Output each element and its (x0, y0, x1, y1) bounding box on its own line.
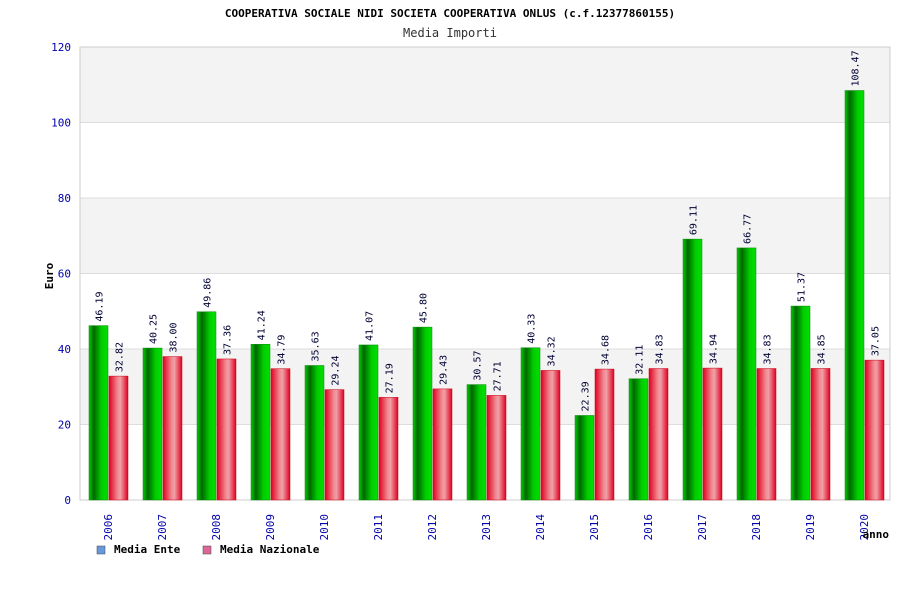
bar-media-ente (574, 415, 595, 501)
data-label: 45.80 (419, 293, 430, 323)
data-label: 30.57 (473, 350, 484, 380)
data-label: 35.63 (311, 331, 322, 361)
bar-media-nazionale (432, 388, 453, 501)
bar-media-ente (250, 344, 271, 501)
data-label: 27.71 (493, 361, 504, 391)
data-label: 38.00 (169, 322, 180, 352)
bar-media-ente (466, 384, 487, 501)
bar-media-nazionale (270, 368, 291, 501)
bar-media-ente (142, 347, 163, 501)
bar-media-nazionale (378, 397, 399, 501)
grid-band (80, 122, 890, 198)
x-tick-label: 2007 (156, 514, 169, 541)
data-label: 29.24 (331, 356, 342, 386)
bar-media-ente (844, 90, 865, 501)
bar-media-ente (412, 326, 433, 501)
x-tick-label: 2018 (750, 514, 763, 541)
bar-media-nazionale (162, 356, 183, 501)
x-tick-label: 2006 (102, 514, 115, 541)
bar-media-ente (736, 247, 757, 501)
legend-label-media-nazionale: Media Nazionale (220, 543, 320, 556)
data-label: 34.83 (655, 334, 666, 364)
data-label: 34.85 (817, 334, 828, 364)
bar-media-ente (88, 325, 109, 501)
data-label: 40.33 (527, 314, 538, 344)
bar-media-ente (304, 365, 325, 501)
x-tick-label: 2012 (426, 514, 439, 541)
x-axis-label: anno (863, 528, 890, 541)
data-label: 37.36 (223, 325, 234, 355)
x-tick-label: 2010 (318, 514, 331, 541)
bar-media-nazionale (108, 375, 129, 501)
y-tick-label: 20 (58, 419, 71, 432)
x-tick-label: 2013 (480, 514, 493, 541)
data-label: 27.19 (385, 363, 396, 393)
chart-subtitle: Media Importi (403, 26, 497, 40)
y-tick-label: 60 (58, 268, 71, 281)
y-axis: 0 20 40 60 80 100 120 (51, 41, 71, 507)
grid-band (80, 47, 890, 123)
x-tick-label: 2014 (534, 514, 547, 541)
data-label: 66.77 (743, 214, 754, 244)
bar-media-nazionale (540, 370, 561, 501)
y-tick-label: 120 (51, 41, 71, 54)
bar-media-nazionale (810, 368, 831, 501)
data-label: 37.05 (871, 326, 882, 356)
x-tick-label: 2015 (588, 514, 601, 541)
data-label: 34.32 (547, 336, 558, 366)
y-axis-label: Euro (43, 262, 56, 289)
bar-media-nazionale (486, 395, 507, 501)
data-label: 49.86 (203, 278, 214, 308)
bar-media-nazionale (648, 368, 669, 501)
legend: Media Ente Media Nazionale (96, 543, 320, 556)
bar-media-ente (520, 347, 541, 501)
data-label: 41.24 (257, 310, 268, 340)
data-label: 29.43 (439, 355, 450, 385)
bar-media-ente (682, 238, 703, 501)
x-tick-label: 2019 (804, 514, 817, 541)
data-label: 51.37 (797, 272, 808, 302)
data-label: 32.82 (115, 342, 126, 372)
data-label: 41.07 (365, 311, 376, 341)
bar-media-nazionale (756, 368, 777, 501)
bar-media-ente (628, 378, 649, 501)
bar-media-ente (196, 311, 217, 501)
data-label: 34.79 (277, 335, 288, 365)
data-label: 32.11 (635, 345, 646, 375)
bar-media-nazionale (324, 389, 345, 501)
grid-band (80, 198, 890, 274)
data-label: 34.94 (709, 334, 720, 364)
x-tick-label: 2009 (264, 514, 277, 541)
bar-media-nazionale (216, 358, 237, 501)
data-label: 40.25 (149, 314, 160, 344)
bar-media-nazionale (594, 368, 615, 501)
bar-media-ente (790, 305, 811, 501)
chart-title: COOPERATIVA SOCIALE NIDI SOCIETA COOPERA… (225, 7, 675, 20)
data-label: 69.11 (689, 205, 700, 235)
x-tick-label: 2008 (210, 514, 223, 541)
y-tick-label: 100 (51, 117, 71, 130)
legend-swatch-media-nazionale (202, 545, 212, 555)
x-tick-label: 2016 (642, 514, 655, 541)
y-tick-label: 80 (58, 192, 71, 205)
y-tick-label: 0 (64, 494, 71, 507)
data-label: 108.47 (851, 50, 862, 86)
x-axis: 2006 2007 2008 2009 2010 2011 2012 2013 2014 2015… (102, 514, 871, 541)
x-tick-label: 2011 (372, 514, 385, 541)
data-label: 34.68 (601, 335, 612, 365)
bars: 46.19 32.82 40.25 38.00 49.86 37.36 41.24 34.79… (88, 50, 885, 501)
data-label: 46.19 (95, 292, 106, 322)
bar-media-nazionale (864, 359, 885, 501)
bar-media-ente (358, 344, 379, 501)
data-label: 22.39 (581, 381, 592, 411)
x-tick-label: 2020 (858, 514, 871, 541)
data-label: 34.83 (763, 334, 774, 364)
x-tick-label: 2017 (696, 514, 709, 541)
y-tick-label: 40 (58, 343, 71, 356)
legend-label-media-ente: Media Ente (114, 543, 181, 556)
legend-swatch-media-ente (96, 545, 106, 555)
bar-media-nazionale (702, 367, 723, 501)
